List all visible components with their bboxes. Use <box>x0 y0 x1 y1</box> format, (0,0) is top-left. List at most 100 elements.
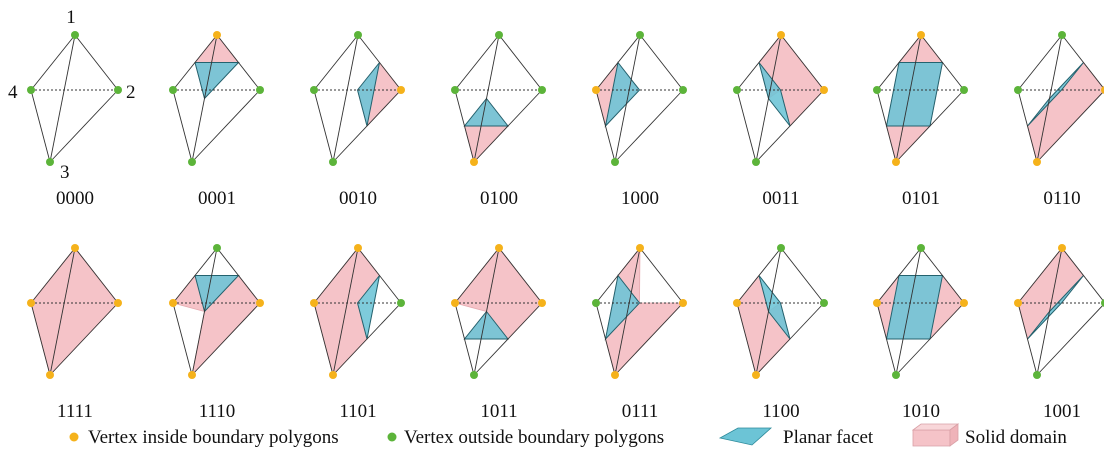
vertex-inside-dot <box>892 158 900 166</box>
tetrahedron-edge <box>172 302 193 376</box>
case-code-label: 0101 <box>902 188 940 209</box>
vertex-inside-dot <box>1014 299 1022 307</box>
vertex-outside-dot <box>27 86 35 94</box>
vertex-outside-dot <box>46 158 54 166</box>
tetrahedron-edge <box>332 247 359 376</box>
tetrahedron-edge <box>454 34 500 91</box>
tetrahedron-case: 1111 <box>27 244 122 422</box>
vertex-inside-dot <box>592 86 600 94</box>
planar-facet <box>604 61 641 128</box>
tetrahedron-edge <box>780 247 825 304</box>
tetrahedron-edge <box>313 247 359 304</box>
vertex-outside-dot <box>1014 86 1022 94</box>
tetrahedron-edge <box>1036 34 1063 163</box>
tetrahedron-edge <box>74 34 119 91</box>
tetrahedron-edge <box>74 247 119 304</box>
tetrahedron-case: 0001 <box>169 31 264 209</box>
tetrahedron-edge <box>1036 90 1104 163</box>
tetrahedron-case: 0011 <box>733 31 828 209</box>
vertex-outside-dot <box>1058 31 1066 39</box>
tetrahedron-edge <box>191 302 261 376</box>
legend-planar-facet-swatch <box>718 427 773 446</box>
vertex-outside-dot <box>188 158 196 166</box>
tetrahedron-edge <box>755 302 825 376</box>
tetrahedron-case: 1011 <box>451 244 546 422</box>
vertex-label-2: 2 <box>126 82 136 103</box>
vertex-inside-dot <box>310 299 318 307</box>
vertex-outside-dot <box>733 86 741 94</box>
legend-vertex-outside-label: Vertex outside boundary polygons <box>404 427 664 448</box>
tetrahedron-edge <box>313 34 359 91</box>
vertex-outside-dot <box>397 299 405 307</box>
vertex-outside-dot <box>611 158 619 166</box>
planar-facet <box>463 97 510 127</box>
vertex-outside-dot <box>213 244 221 252</box>
tetrahedron-edge <box>595 34 641 91</box>
tetrahedron-edge <box>1017 247 1063 304</box>
tetrahedron-edge <box>30 302 51 376</box>
tetrahedron-edge <box>755 34 782 163</box>
vertex-outside-dot <box>1101 299 1104 307</box>
tetrahedron-edge <box>876 247 922 304</box>
tetrahedron-case: 0000 <box>27 31 122 209</box>
tetrahedron-edge <box>876 89 897 163</box>
vertex-inside-dot <box>636 244 644 252</box>
vertex-inside-dot <box>27 299 35 307</box>
vertex-inside-dot <box>1101 86 1104 94</box>
tetrahedron-case: 1001 <box>1014 244 1104 422</box>
tetrahedron-edge <box>216 247 261 304</box>
tetrahedron-edge <box>614 34 641 163</box>
tetrahedron-edge <box>895 34 922 163</box>
tetrahedron-edge <box>639 247 684 304</box>
tetrahedron-case: 1010 <box>873 244 968 422</box>
vertex-outside-dot <box>169 86 177 94</box>
vertex-outside-dot <box>960 86 968 94</box>
vertex-inside-dot <box>354 244 362 252</box>
tetrahedron-edge <box>357 247 402 304</box>
tetrahedron-edge <box>313 302 334 376</box>
vertex-inside-dot <box>451 299 459 307</box>
tetrahedron-edge <box>498 247 543 304</box>
legend: Vertex inside boundary polygons Vertex o… <box>69 423 1067 448</box>
case-code-label: 1001 <box>1043 401 1081 422</box>
vertex-inside-dot <box>917 31 925 39</box>
vertex-inside-dot <box>213 31 221 39</box>
vertex-outside-dot <box>256 86 264 94</box>
tetrahedron-edge <box>49 302 119 376</box>
tetrahedron-edge <box>473 247 500 376</box>
vertex-inside-dot <box>169 299 177 307</box>
tetrahedron-edge <box>332 34 359 163</box>
case-code-label: 1010 <box>902 401 940 422</box>
tetrahedron-edge <box>736 34 782 91</box>
case-code-label: 1000 <box>621 188 659 209</box>
tetrahedron-edge <box>614 302 684 376</box>
vertex-inside-dot <box>820 86 828 94</box>
planar-facet <box>356 275 380 340</box>
vertex-inside-dot <box>329 371 337 379</box>
tetrahedra-grid: 0000 0001 0010 0100 1000 0011 0101 0110 1111 1110… <box>27 31 1104 422</box>
tetrahedron-edge <box>895 302 965 376</box>
tetrahedron-edge <box>454 247 500 304</box>
case-code-label: 0010 <box>339 188 377 209</box>
vertex-outside-dot <box>892 371 900 379</box>
vertex-inside-dot <box>1058 244 1066 252</box>
legend-solid-domain-label: Solid domain <box>965 427 1067 448</box>
planar-facet <box>604 274 641 341</box>
planar-facet <box>356 62 380 127</box>
tetrahedron-edge <box>920 247 965 304</box>
tetrahedron-edge <box>1061 34 1104 90</box>
tetrahedron-case: 1000 <box>592 31 687 209</box>
vertex-label-3: 3 <box>60 162 70 183</box>
tetrahedron-edge <box>614 89 684 163</box>
tetrahedron-edge <box>473 89 543 163</box>
vertex-inside-dot <box>538 299 546 307</box>
tetrahedron-case: 1110 <box>169 244 264 422</box>
tetrahedron-edge <box>191 34 218 163</box>
tetrahedron-edge <box>1036 247 1063 376</box>
legend-planar-facet-label: Planar facet <box>783 427 874 448</box>
vertex-outside-dot <box>354 31 362 39</box>
vertex-inside-dot <box>256 299 264 307</box>
vertex-inside-dot <box>960 299 968 307</box>
vertex-inside-dot <box>188 371 196 379</box>
